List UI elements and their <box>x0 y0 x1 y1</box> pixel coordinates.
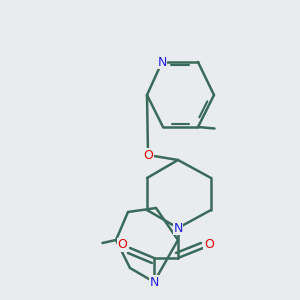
Text: N: N <box>157 56 167 68</box>
Text: N: N <box>173 221 183 235</box>
Text: O: O <box>118 238 128 251</box>
Text: O: O <box>143 148 153 161</box>
Text: N: N <box>149 275 159 289</box>
Text: O: O <box>204 238 214 251</box>
